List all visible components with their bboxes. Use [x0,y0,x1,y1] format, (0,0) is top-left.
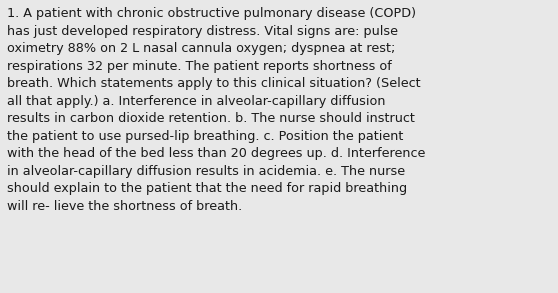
Text: 1. A patient with chronic obstructive pulmonary disease (COPD)
has just develope: 1. A patient with chronic obstructive pu… [7,7,426,213]
